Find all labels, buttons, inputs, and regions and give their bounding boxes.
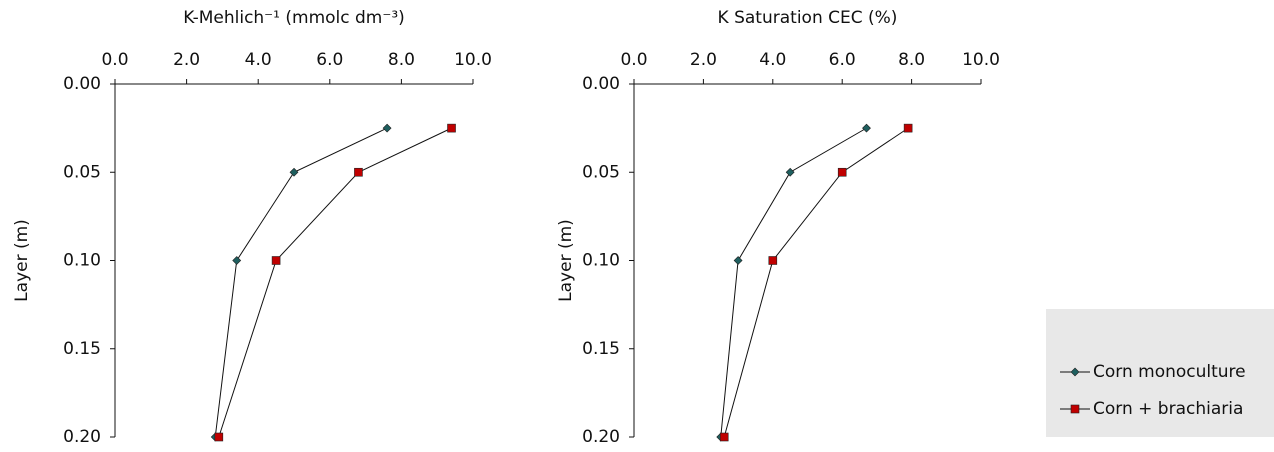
marker	[214, 432, 224, 442]
y-tick-label: 0.20	[63, 427, 101, 447]
marker	[903, 123, 913, 133]
y-tick-label: 0.00	[63, 74, 101, 94]
y-tick-label: 0.10	[582, 251, 620, 271]
marker	[837, 167, 847, 177]
x-tick-label: 10.0	[454, 50, 492, 70]
marker	[785, 167, 795, 177]
y-tick-label: 0.20	[582, 427, 620, 447]
x-tick-label: 2.0	[173, 50, 200, 70]
marker	[232, 256, 242, 265]
legend-marker	[1070, 367, 1080, 377]
y-tick-label: 0.00	[582, 74, 620, 94]
y-tick-label: 0.15	[63, 339, 101, 359]
legend-marker	[1070, 404, 1080, 414]
x-tick-label: 4.0	[245, 50, 272, 70]
y-tick-label: 0.05	[582, 162, 620, 182]
chart-title: K Saturation CEC (%)	[718, 8, 898, 28]
y-tick-label: 0.10	[63, 251, 101, 271]
x-tick-label: 2.0	[690, 50, 717, 70]
series-line	[720, 127, 867, 438]
marker	[354, 167, 363, 177]
y-tick-label: 0.15	[582, 339, 620, 359]
marker	[289, 167, 299, 177]
x-tick-label: 0.0	[101, 50, 128, 70]
marker	[447, 123, 456, 133]
marker	[271, 256, 281, 265]
marker	[382, 123, 392, 133]
series-line	[723, 127, 909, 438]
x-tick-label: 8.0	[388, 50, 415, 70]
marker	[733, 256, 743, 265]
x-tick-label: 4.0	[759, 50, 786, 70]
x-tick-label: 10.0	[962, 50, 1000, 70]
series-line	[214, 127, 388, 438]
series-line	[218, 127, 452, 438]
y-axis-label: Layer (m)	[556, 219, 576, 302]
x-tick-label: 6.0	[316, 50, 343, 70]
y-axis-label: Layer (m)	[12, 219, 32, 302]
y-tick-label: 0.05	[63, 162, 101, 182]
legend-label: Corn monoculture	[1093, 362, 1246, 382]
marker	[862, 123, 871, 133]
marker	[768, 256, 778, 265]
legend-label: Corn + brachiaria	[1093, 399, 1243, 419]
chart-title: K-Mehlich⁻¹ (mmolc dm⁻³)	[183, 8, 405, 28]
x-tick-label: 0.0	[620, 50, 647, 70]
legend-box	[1046, 309, 1274, 437]
x-tick-label: 8.0	[898, 50, 925, 70]
marker	[719, 432, 729, 442]
x-tick-label: 6.0	[829, 50, 856, 70]
